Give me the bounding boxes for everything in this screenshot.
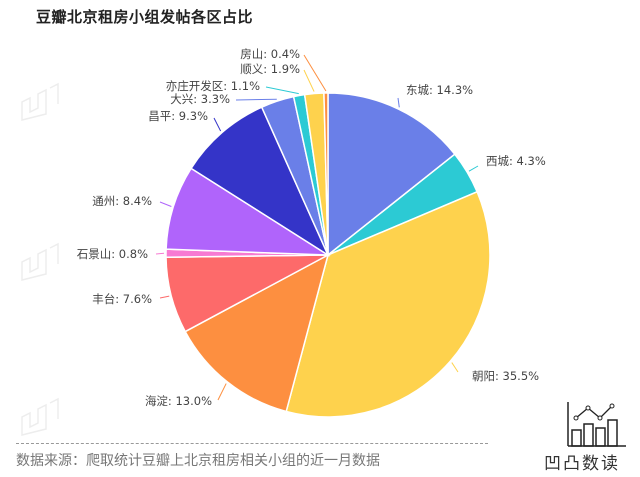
- slice-label: 昌平: 9.3%: [148, 109, 208, 123]
- slice-label: 海淀: 13.0%: [145, 394, 212, 408]
- leader-line: [155, 252, 165, 255]
- slice-label: 丰台: 7.6%: [92, 292, 152, 306]
- leader-line: [159, 295, 170, 299]
- leader-line: [303, 54, 327, 92]
- pie-slice-4: [184, 253, 330, 413]
- chart-logo-icon: [567, 402, 626, 447]
- pie-slice-1: [327, 92, 456, 257]
- chart-title: 豆瓣北京租房小组发帖各区占比: [36, 8, 254, 26]
- pie-slice-3: [285, 190, 491, 418]
- slice-label: 东城: 14.3%: [406, 83, 473, 97]
- leader-line: [235, 98, 277, 101]
- slice-label: 大兴: 3.3%: [170, 92, 230, 106]
- leader-line: [217, 383, 227, 401]
- slice-label: 朝阳: 35.5%: [472, 369, 539, 383]
- leader-line: [451, 362, 459, 373]
- pie-slice-8: [190, 106, 330, 257]
- slice-label: 顺义: 1.9%: [240, 62, 300, 76]
- slice-label: 石景山: 0.8%: [77, 247, 148, 261]
- logo-text: 凹凸数读: [544, 454, 620, 474]
- watermark-icon: [21, 397, 59, 436]
- divider: [16, 443, 488, 444]
- slice-label: 亦庄开发区: 1.1%: [166, 79, 260, 93]
- pie-slice-12: [323, 92, 329, 256]
- leader-line: [213, 117, 222, 132]
- leader-line: [159, 201, 172, 207]
- leader-line: [303, 69, 315, 92]
- slice-label: 通州: 8.4%: [92, 194, 152, 208]
- leader-line: [265, 86, 299, 95]
- slice-label: 房山: 0.4%: [240, 47, 300, 61]
- leader-line: [468, 165, 479, 172]
- slice-label: 西城: 4.3%: [486, 154, 546, 168]
- leader-line: [397, 97, 400, 108]
- pie-slice-7: [165, 167, 331, 256]
- data-source-note: 数据来源：爬取统计豆瓣上北京租房相关小组的近一月数据: [16, 453, 380, 469]
- watermark-icon: [21, 82, 59, 121]
- watermark-icon: [21, 242, 59, 281]
